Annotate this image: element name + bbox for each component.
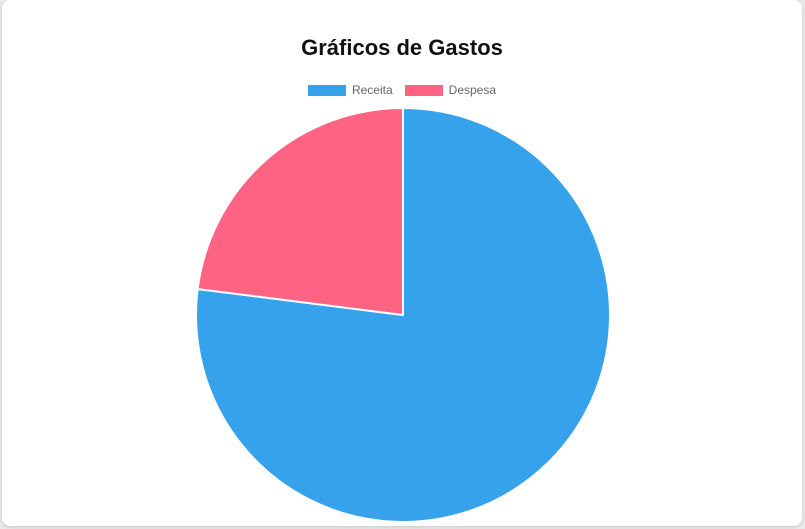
legend-item-receita[interactable]: Receita bbox=[307, 83, 393, 97]
legend-label-despesa: Despesa bbox=[448, 83, 497, 97]
chart-title: Gráficos de Gastos bbox=[301, 35, 503, 60]
legend-item-despesa[interactable]: Despesa bbox=[404, 83, 497, 97]
pie-slice-despesa[interactable] bbox=[196, 106, 404, 317]
legend-swatch-despesa bbox=[404, 84, 443, 96]
legend-label-receita: Receita bbox=[351, 83, 393, 97]
legend-swatch-receita bbox=[307, 84, 346, 96]
chart-legend: Receita Despesa bbox=[2, 83, 802, 97]
pie-slice-receita[interactable] bbox=[195, 106, 611, 523]
